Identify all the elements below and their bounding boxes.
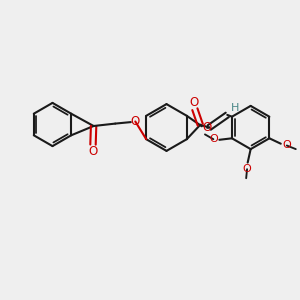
Text: H: H — [231, 103, 239, 113]
Text: O: O — [88, 145, 98, 158]
Text: O: O — [202, 121, 212, 134]
Text: O: O — [209, 134, 218, 144]
Text: O: O — [243, 164, 251, 174]
Text: O: O — [190, 96, 199, 109]
Text: O: O — [131, 115, 140, 128]
Text: O: O — [282, 140, 291, 151]
